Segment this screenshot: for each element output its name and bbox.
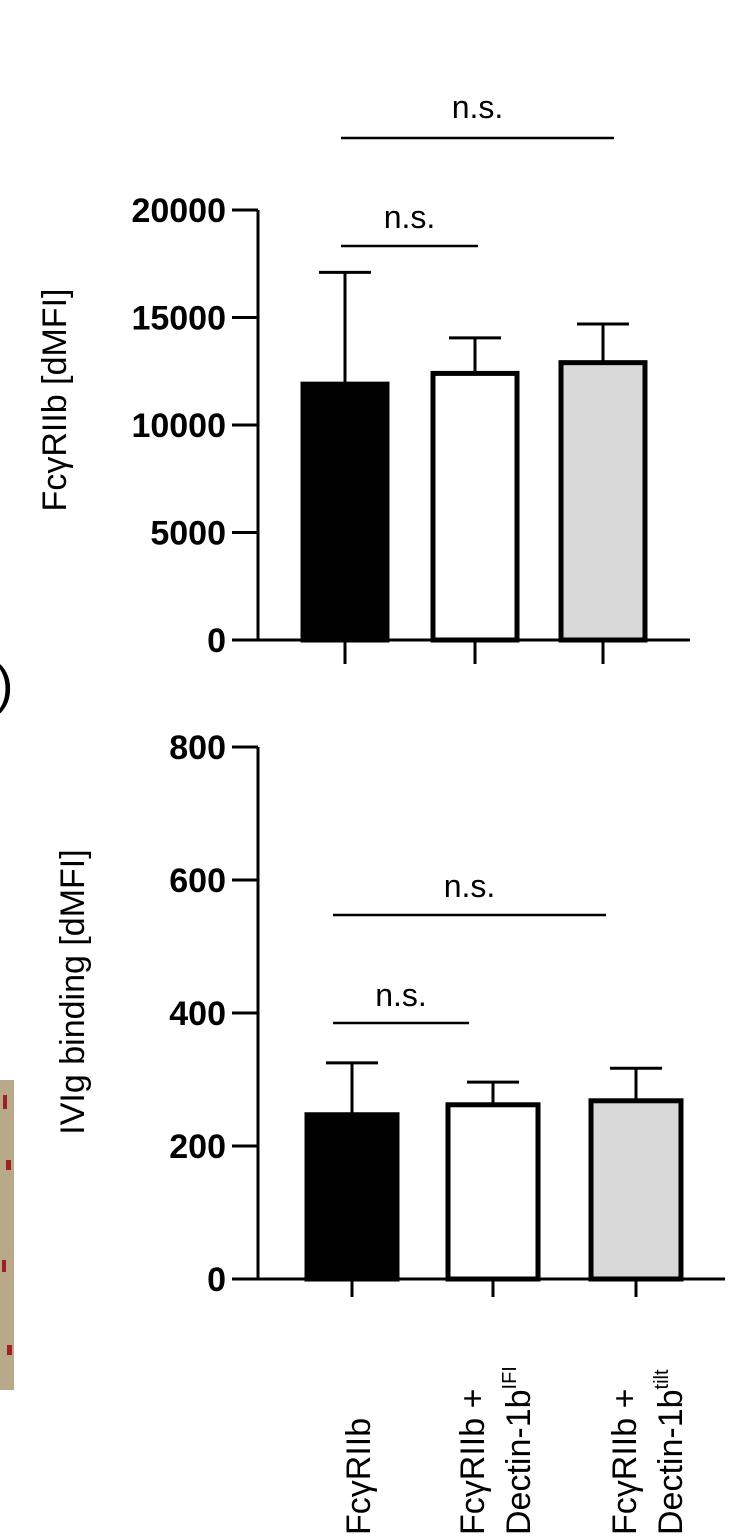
bar (430, 370, 520, 643)
y-axis-title: FcγRIIb [dMFI] (36, 289, 74, 512)
bar (300, 381, 390, 643)
x-label-dectin-tilt: Dectin-1btilt (651, 1369, 690, 1535)
y-tick-label: 10000 (131, 407, 226, 445)
x-label-fcgriib: FcγRIIb (340, 1418, 378, 1535)
x-label-fcgriib-dectin-ifi: FcγRIIb + (454, 1389, 492, 1535)
bar (558, 360, 648, 643)
bar (304, 1112, 400, 1282)
chart-fcgriib-expression: 0 5000 10000 15000 20000 FcγRIIb [dMFI] n.s. n.… (36, 89, 690, 664)
y-tick-label: 20000 (131, 192, 226, 230)
y-tick-label: 0 (207, 1261, 226, 1299)
y-tick-label: 600 (169, 862, 226, 900)
bar (445, 1102, 541, 1282)
y-tick-label: 0 (207, 622, 226, 660)
y-tick-label: 15000 (131, 300, 226, 338)
panel-label-fragment: ) (0, 656, 13, 714)
y-axis-title: IVIg binding [dMFI] (54, 849, 92, 1134)
chart-ivig-binding: 0 200 400 600 800 IVIg binding [dMFI] n.s. n.s. (54, 729, 725, 1299)
y-tick-label: 400 (169, 995, 226, 1033)
cropped-structure-image (0, 1080, 14, 1390)
significance-label: n.s. (452, 89, 504, 125)
y-tick-label: 800 (169, 729, 226, 767)
x-label-fcgriib-dectin-tilt: FcγRIIb + (606, 1389, 644, 1535)
significance-label: n.s. (384, 199, 436, 235)
significance-label: n.s. (375, 977, 427, 1013)
y-tick-label: 5000 (150, 515, 226, 553)
significance-label: n.s. (444, 868, 496, 904)
x-label-dectin-ifi: Dectin-1bIFI (499, 1366, 538, 1535)
y-tick-label: 200 (169, 1128, 226, 1166)
bar (588, 1098, 684, 1282)
